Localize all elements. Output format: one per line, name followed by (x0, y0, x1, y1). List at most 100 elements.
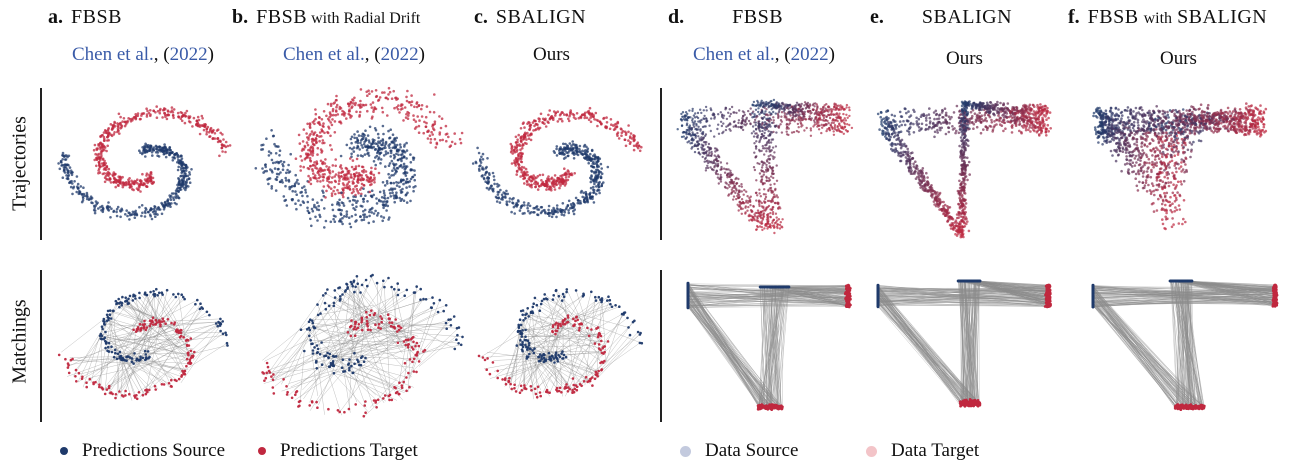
scatter-point (758, 225, 762, 228)
scatter-point (113, 348, 117, 352)
scatter-point (514, 390, 518, 393)
citation-year-link[interactable]: 2022 (380, 44, 419, 65)
scatter-point (271, 161, 275, 165)
scatter-point (538, 120, 541, 123)
scatter-point (150, 320, 154, 323)
matching-line (409, 300, 441, 380)
scatter-point (145, 107, 148, 110)
scatter-point (402, 380, 405, 384)
scatter-point (754, 145, 758, 148)
scatter-point (306, 166, 310, 170)
citation-year-link[interactable]: 2022 (169, 44, 208, 65)
scatter-point (528, 204, 532, 208)
scatter-point (365, 148, 369, 152)
scatter-point (457, 326, 461, 329)
scatter-point (610, 305, 614, 309)
scatter-point (155, 116, 159, 119)
scatter-point (382, 397, 385, 400)
scatter-point (348, 110, 351, 113)
matching-line (318, 274, 373, 405)
scatter-point (330, 148, 333, 151)
scatter-point (351, 147, 354, 151)
scatter-point (169, 196, 172, 199)
scatter-point (356, 138, 359, 142)
matching-line (109, 314, 173, 380)
scatter-point (308, 156, 312, 160)
scatter-point (109, 391, 112, 395)
scatter-point (372, 173, 376, 177)
scatter-point (138, 322, 142, 326)
scatter-point (318, 122, 321, 125)
scatter-point (635, 142, 639, 146)
scatter-point (382, 279, 385, 283)
scatter-point (331, 360, 335, 363)
scatter-point (158, 111, 162, 115)
scatter-point (406, 117, 410, 120)
scatter-point (504, 196, 507, 199)
scatter-point (334, 164, 337, 168)
scatter-point (78, 190, 82, 194)
scatter-point (270, 187, 273, 190)
scatter-point (172, 192, 175, 195)
scatter-point (202, 128, 206, 132)
scatter-point (116, 127, 120, 130)
scatter-point (211, 129, 214, 133)
scatter-point (138, 179, 142, 183)
scatter-point (505, 203, 509, 207)
scatter-point (521, 345, 525, 349)
scatter-point (415, 285, 418, 288)
citation-year-link[interactable]: 2022 (790, 44, 829, 65)
scatter-point (147, 210, 150, 214)
scatter-point (152, 290, 155, 293)
scatter-point (411, 360, 414, 364)
scatter-point (360, 182, 364, 186)
scatter-point (138, 184, 142, 187)
scatter-point (616, 120, 620, 124)
scatter-point (579, 191, 583, 194)
scatter-point (119, 177, 123, 180)
scatter-point (524, 167, 528, 171)
matching-line (576, 313, 629, 328)
panel-letter: b. (232, 6, 249, 28)
citation-link[interactable]: Chen et al. (283, 44, 365, 65)
scatter-point (272, 373, 275, 376)
scatter-point (114, 396, 117, 400)
scatter-point (350, 364, 353, 368)
scatter-point (385, 200, 389, 204)
scatter-point (284, 179, 288, 182)
scatter-point (171, 111, 175, 114)
scatter-point (339, 165, 342, 169)
scatter-point (726, 187, 729, 190)
scatter-point (342, 195, 345, 199)
scatter-point (270, 185, 274, 188)
matching-line (61, 305, 122, 353)
citation-link[interactable]: Chen et al. (72, 44, 154, 65)
citation-link[interactable]: Chen et al. (693, 44, 775, 65)
scatter-point (141, 172, 144, 176)
scatter-point (359, 141, 362, 145)
matching-line (139, 291, 151, 327)
scatter-point (282, 195, 286, 198)
scatter-point (359, 363, 363, 367)
scatter-point (570, 204, 574, 208)
scatter-point (101, 388, 105, 391)
scatter-point (830, 121, 833, 125)
scatter-point (331, 354, 335, 358)
scatter-point (685, 123, 689, 127)
scatter-point (519, 139, 523, 143)
matching-line (563, 354, 591, 385)
scatter-point (169, 198, 173, 201)
scatter-point (399, 145, 402, 149)
scatter-point (273, 142, 276, 146)
scatter-point (835, 112, 839, 115)
scatter-point (575, 112, 579, 115)
matching-line (178, 342, 228, 374)
scatter-point (591, 162, 595, 165)
scatter-point (398, 143, 402, 146)
scatter-point (356, 189, 359, 193)
scatter-point (767, 130, 770, 133)
scatter-point (95, 148, 99, 152)
scatter-point (730, 188, 734, 191)
scatter-point (342, 191, 345, 194)
scatter-point (364, 411, 367, 414)
